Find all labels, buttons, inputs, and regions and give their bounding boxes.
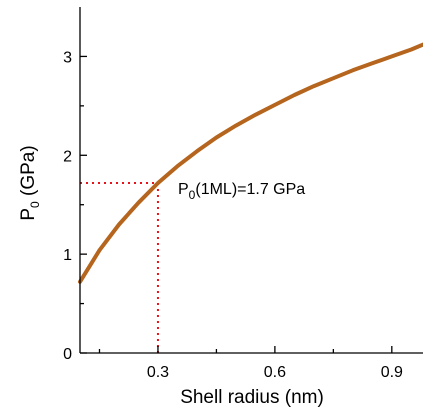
y-tick-label: 2 — [63, 148, 72, 165]
x-tick-label: 0.9 — [381, 364, 403, 381]
series-line-0 — [78, 42, 423, 284]
y-tick-label: 1 — [63, 247, 72, 264]
y-tick-label: 0 — [63, 346, 72, 363]
x-axis-title: Shell radius (nm) — [180, 387, 324, 408]
plot-area — [78, 42, 423, 353]
annotation-label: P0(1ML)=1.7 GPa — [178, 181, 305, 202]
y-axis-title: P0 (GPa) — [18, 145, 42, 220]
ticks: 0.3 0.6 0.9 0 1 2 3 — [63, 49, 403, 381]
axes — [79, 7, 423, 354]
annotation-main: P — [178, 181, 189, 198]
x-tick-label: 0.6 — [264, 364, 286, 381]
y-axis-title-main: P — [18, 208, 39, 221]
y-axis-title-rest: (GPa) — [18, 145, 39, 201]
annotation-sub: 0 — [189, 188, 196, 202]
annotation-rest: (1ML)=1.7 GPa — [195, 181, 305, 198]
y-tick-label: 3 — [63, 49, 72, 66]
y-axis-title-sub: 0 — [28, 201, 42, 208]
x-tick-label: 0.3 — [147, 364, 169, 381]
